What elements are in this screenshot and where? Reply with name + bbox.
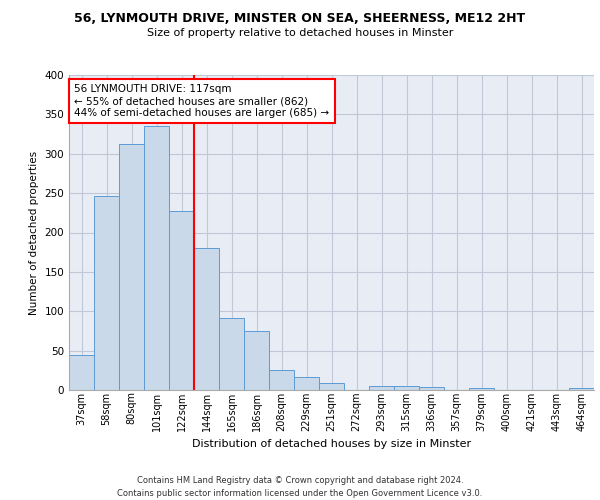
Bar [244, 331, 269, 390]
Bar [194, 248, 219, 390]
Bar [319, 383, 344, 390]
Bar [169, 211, 194, 390]
Text: 56, LYNMOUTH DRIVE, MINSTER ON SEA, SHEERNESS, ME12 2HT: 56, LYNMOUTH DRIVE, MINSTER ON SEA, SHEE… [74, 12, 526, 26]
Bar [469, 388, 494, 390]
Bar [394, 386, 419, 390]
Text: Contains HM Land Registry data © Crown copyright and database right 2024.
Contai: Contains HM Land Registry data © Crown c… [118, 476, 482, 498]
Bar [569, 388, 594, 390]
Bar [269, 370, 294, 390]
Bar [144, 126, 169, 390]
Bar [119, 144, 144, 390]
Bar [419, 387, 444, 390]
Text: Size of property relative to detached houses in Minster: Size of property relative to detached ho… [147, 28, 453, 38]
Bar [294, 378, 319, 390]
X-axis label: Distribution of detached houses by size in Minster: Distribution of detached houses by size … [192, 439, 471, 449]
Bar [369, 386, 394, 390]
Bar [219, 318, 244, 390]
Bar [69, 356, 94, 390]
Y-axis label: Number of detached properties: Number of detached properties [29, 150, 39, 314]
Text: 56 LYNMOUTH DRIVE: 117sqm
← 55% of detached houses are smaller (862)
44% of semi: 56 LYNMOUTH DRIVE: 117sqm ← 55% of detac… [74, 84, 329, 117]
Bar [94, 196, 119, 390]
